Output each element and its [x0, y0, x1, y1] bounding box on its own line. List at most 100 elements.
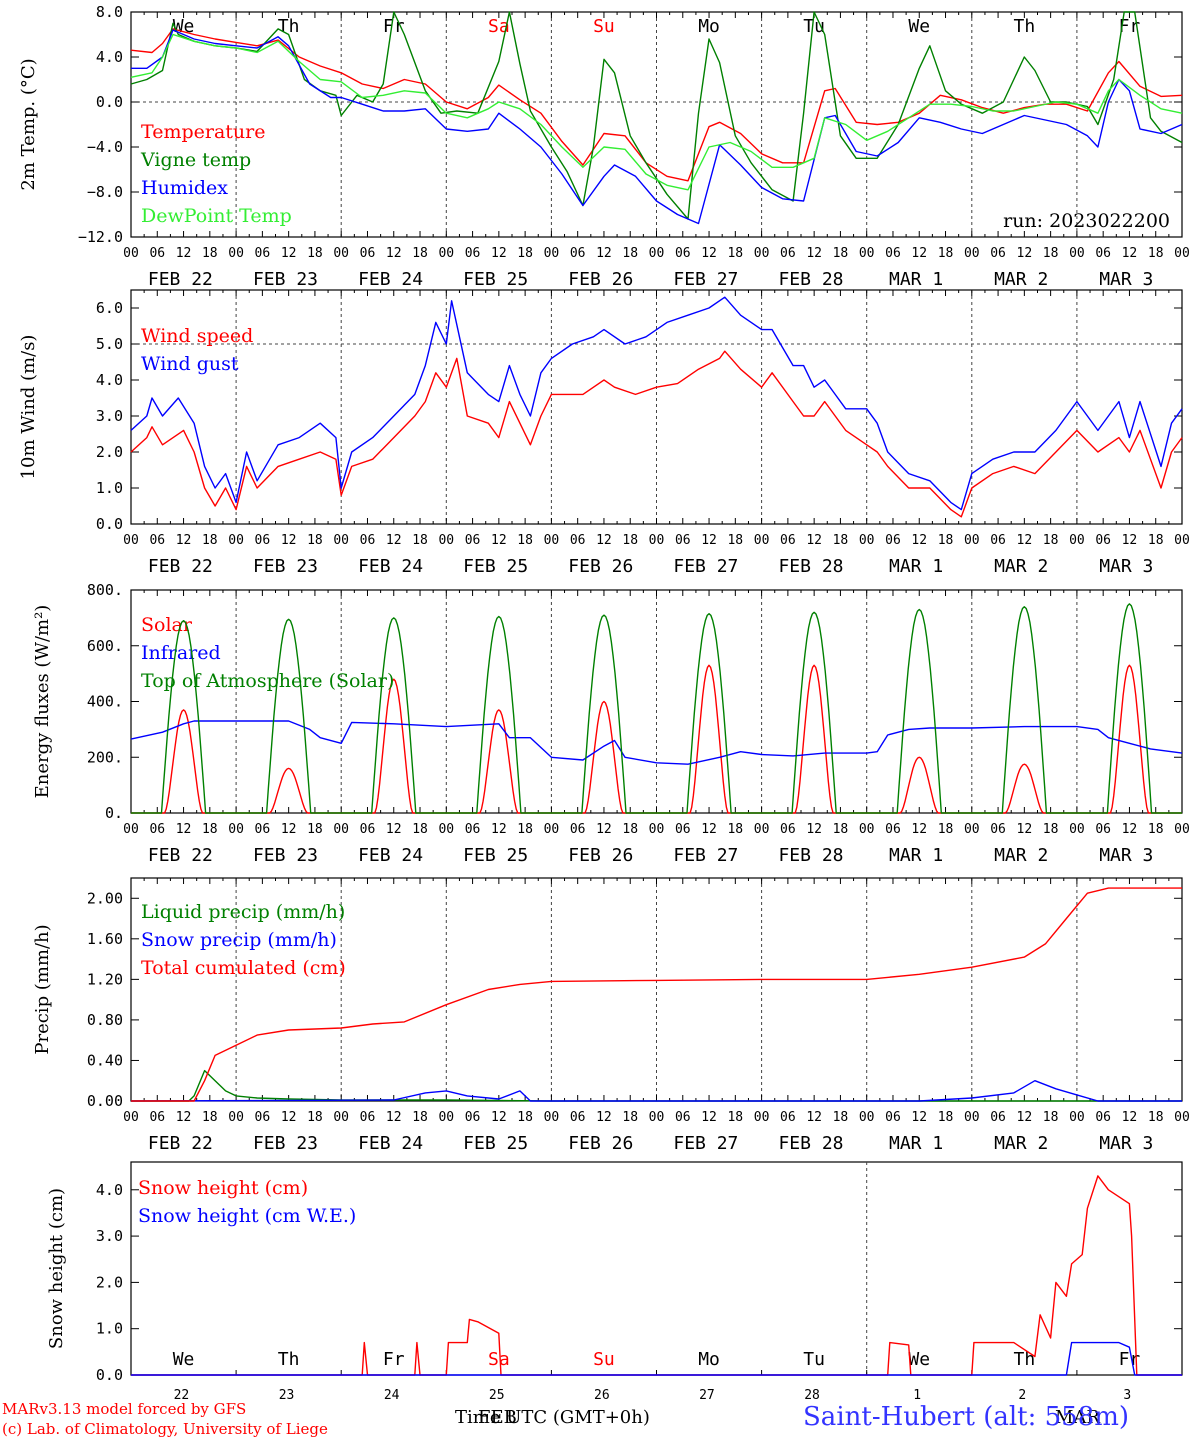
day-of-week-label: Su: [593, 16, 615, 37]
hour-label: 00: [544, 822, 560, 837]
hour-label: 00: [1174, 533, 1190, 548]
day-of-week-label: Fr: [1119, 16, 1141, 37]
hour-label: 18: [517, 246, 533, 261]
y-tick-label: 4.0: [96, 48, 123, 66]
hour-label: 06: [360, 1110, 376, 1125]
y-tick-label: −8.0: [87, 183, 123, 201]
series-dewpoint-temp: [130, 33, 1183, 191]
y-tick-label: 0.0: [96, 515, 123, 533]
hour-label: 12: [1122, 1110, 1138, 1125]
hour-label: 00: [754, 533, 770, 548]
date-label: FEB 25: [463, 1133, 528, 1154]
series-wind-speed: [130, 350, 1183, 518]
hour-label: 12: [386, 246, 402, 261]
hour-label: 06: [780, 1110, 796, 1125]
hour-label: 06: [780, 533, 796, 548]
hour-label: 18: [727, 246, 743, 261]
hour-label: 00: [1174, 822, 1190, 837]
date-label: FEB 26: [568, 1133, 633, 1154]
station-name: Saint-Hubert (alt: 558m): [803, 1402, 1130, 1432]
hour-label: 06: [675, 822, 691, 837]
hour-label: 18: [202, 1110, 218, 1125]
hour-label: 00: [649, 1110, 665, 1125]
hour-label: 00: [754, 822, 770, 837]
date-label: FEB 26: [568, 845, 633, 866]
hour-label: 18: [1148, 822, 1164, 837]
hour-label: 12: [701, 1110, 717, 1125]
date-label: MAR 1: [889, 845, 943, 866]
y-tick-label: −12.0: [78, 228, 123, 246]
hour-label: 06: [885, 246, 901, 261]
hour-label: 06: [780, 822, 796, 837]
hour-label: 06: [990, 1110, 1006, 1125]
hour-label: 12: [281, 822, 297, 837]
hour-label: 18: [833, 533, 849, 548]
legend-total-cumulated-cm: Total cumulated (cm): [141, 957, 346, 979]
hour-label: 18: [517, 533, 533, 548]
hour-label: 00: [123, 822, 139, 837]
hour-label: 12: [701, 246, 717, 261]
y-tick-label: 5.0: [96, 335, 123, 353]
copyright-credit: (c) Lab. of Climatology, University of L…: [2, 1420, 328, 1438]
hour-label: 00: [228, 822, 244, 837]
hour-label: 12: [1122, 822, 1138, 837]
hour-label: 06: [675, 1110, 691, 1125]
hour-label: 00: [649, 533, 665, 548]
y-tick-label: 0.00: [87, 1092, 123, 1110]
y-tick-label: 2.0: [96, 1273, 123, 1291]
day-of-week-label: We: [908, 1349, 930, 1370]
date-label: MAR 2: [994, 556, 1048, 577]
date-label: FEB 24: [358, 1133, 423, 1154]
y-tick-label: 1.60: [87, 930, 123, 948]
hour-label: 00: [333, 822, 349, 837]
hour-label: 12: [806, 822, 822, 837]
hour-label: 12: [176, 533, 192, 548]
hour-label: 06: [570, 246, 586, 261]
hour-label: 06: [1095, 246, 1111, 261]
hour-label: 00: [228, 246, 244, 261]
hour-label: 18: [307, 822, 323, 837]
hour-label: 06: [885, 1110, 901, 1125]
hour-label: 18: [833, 822, 849, 837]
run-label: run: 2023022200: [1003, 210, 1170, 232]
hour-label: 12: [176, 246, 192, 261]
day-of-week-label: Tu: [803, 16, 825, 37]
legend-snow-height-cm-w-e: Snow height (cm W.E.): [138, 1205, 356, 1227]
date-label: MAR 1: [889, 556, 943, 577]
day-number-label: 28: [804, 1388, 820, 1403]
hour-label: 12: [281, 246, 297, 261]
hour-label: 06: [465, 533, 481, 548]
date-label: FEB 22: [148, 845, 213, 866]
hour-label: 18: [1043, 246, 1059, 261]
hour-label: 00: [438, 822, 454, 837]
day-of-week-label: We: [173, 1349, 195, 1370]
hour-label: 00: [1174, 1110, 1190, 1125]
hour-label: 12: [281, 533, 297, 548]
day-of-week-label: We: [908, 16, 930, 37]
hour-label: 00: [228, 1110, 244, 1125]
legend-temperature: Temperature: [141, 121, 265, 143]
hour-label: 18: [622, 246, 638, 261]
x-axis-title: Time UTC (GMT+0h): [455, 1407, 650, 1428]
day-number-label: 2: [1018, 1388, 1026, 1403]
day-of-week-label: Fr: [383, 1349, 405, 1370]
panel-2: 6.0 5.0 4.0 3.0 2.0 1.0 0.0 10m Wind (m/s) 00 06 1…: [18, 289, 1190, 577]
hour-label: 12: [1017, 1110, 1033, 1125]
hour-label: 18: [1043, 533, 1059, 548]
hour-label: 00: [754, 246, 770, 261]
hour-label: 00: [1069, 822, 1085, 837]
hour-label: 12: [386, 822, 402, 837]
hour-label: 12: [596, 822, 612, 837]
hour-label: 12: [386, 1110, 402, 1125]
hour-label: 12: [386, 533, 402, 548]
hour-label: 00: [438, 1110, 454, 1125]
hour-label: 06: [780, 246, 796, 261]
y-tick-label: 0.80: [87, 1011, 123, 1029]
y-tick-label: −4.0: [87, 138, 123, 156]
date-label: MAR 2: [994, 269, 1048, 290]
hour-label: 00: [1069, 246, 1085, 261]
legend-snow-precip-mm-h: Snow precip (mm/h): [141, 929, 337, 951]
date-label: MAR 2: [994, 845, 1048, 866]
date-label: FEB 27: [673, 269, 738, 290]
